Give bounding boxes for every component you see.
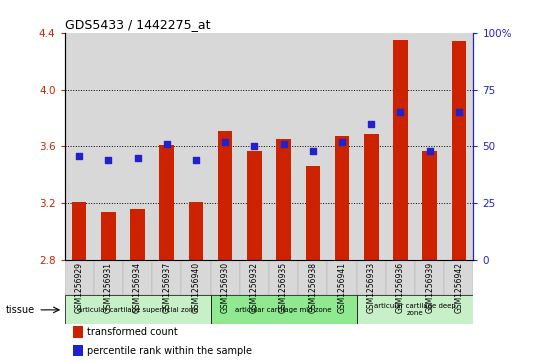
Bar (386, 33, 415, 260)
Bar (123, 33, 152, 260)
Bar (189, 202, 203, 260)
Bar (364, 134, 379, 260)
Bar (240, 260, 269, 295)
Bar (101, 212, 116, 260)
Point (308, 148, 317, 154)
Text: tissue: tissue (6, 305, 36, 315)
Text: GSM1256941: GSM1256941 (337, 262, 346, 313)
Bar (422, 151, 437, 260)
Text: GSM1256939: GSM1256939 (425, 262, 434, 313)
Bar (415, 260, 444, 295)
Bar (298, 33, 328, 260)
Bar (335, 136, 349, 260)
Point (133, 155, 142, 161)
Bar (94, 33, 123, 260)
Bar (240, 33, 269, 260)
Bar (451, 41, 466, 260)
Bar (328, 33, 357, 260)
Point (338, 139, 346, 145)
Text: GSM1256930: GSM1256930 (221, 262, 230, 313)
Bar (152, 33, 181, 260)
Point (426, 148, 434, 154)
Bar (415, 33, 444, 260)
Point (192, 157, 200, 163)
Text: articular cartilage deep
zone: articular cartilage deep zone (374, 303, 456, 317)
Bar (159, 145, 174, 260)
Bar (123, 260, 152, 295)
Bar (247, 151, 261, 260)
Bar (65, 33, 94, 260)
Text: articular cartilage mid zone: articular cartilage mid zone (235, 307, 332, 313)
Text: GSM1256940: GSM1256940 (192, 262, 201, 313)
Text: GSM1256933: GSM1256933 (367, 262, 376, 313)
Text: percentile rank within the sample: percentile rank within the sample (87, 346, 252, 356)
Bar (357, 295, 473, 324)
Text: GSM1256931: GSM1256931 (104, 262, 113, 313)
Text: GSM1256937: GSM1256937 (162, 262, 171, 313)
Text: GSM1256929: GSM1256929 (75, 262, 84, 313)
Bar (393, 40, 408, 260)
Text: GSM1256936: GSM1256936 (396, 262, 405, 313)
Bar (386, 260, 415, 295)
Bar (298, 260, 328, 295)
Text: GSM1256935: GSM1256935 (279, 262, 288, 313)
Point (162, 141, 171, 147)
Text: articular cartilage superficial zone: articular cartilage superficial zone (78, 307, 197, 313)
Bar (94, 260, 123, 295)
Bar (73, 345, 83, 357)
Bar (181, 33, 210, 260)
Bar (269, 260, 298, 295)
Bar (72, 202, 87, 260)
Bar (73, 326, 83, 338)
Point (279, 141, 288, 147)
Point (250, 143, 259, 149)
Bar (152, 260, 181, 295)
Bar (218, 131, 232, 260)
Bar (130, 209, 145, 260)
Point (396, 109, 405, 115)
Point (367, 121, 376, 127)
Bar (357, 33, 386, 260)
Bar (65, 260, 94, 295)
Point (75, 152, 83, 158)
Text: GSM1256942: GSM1256942 (454, 262, 463, 313)
Bar (269, 33, 298, 260)
Point (221, 139, 230, 145)
Text: GSM1256932: GSM1256932 (250, 262, 259, 313)
Bar (357, 260, 386, 295)
Text: transformed count: transformed count (87, 327, 178, 337)
Bar (210, 33, 240, 260)
Bar (210, 260, 240, 295)
Text: GSM1256938: GSM1256938 (308, 262, 317, 313)
Bar (210, 295, 357, 324)
Bar (277, 139, 291, 260)
Bar (181, 260, 210, 295)
Bar (444, 33, 473, 260)
Bar (444, 260, 473, 295)
Bar (65, 260, 473, 295)
Text: GSM1256934: GSM1256934 (133, 262, 142, 313)
Bar (65, 295, 210, 324)
Point (455, 109, 463, 115)
Bar (306, 166, 320, 260)
Point (104, 157, 112, 163)
Text: GDS5433 / 1442275_at: GDS5433 / 1442275_at (65, 19, 210, 32)
Bar (328, 260, 357, 295)
